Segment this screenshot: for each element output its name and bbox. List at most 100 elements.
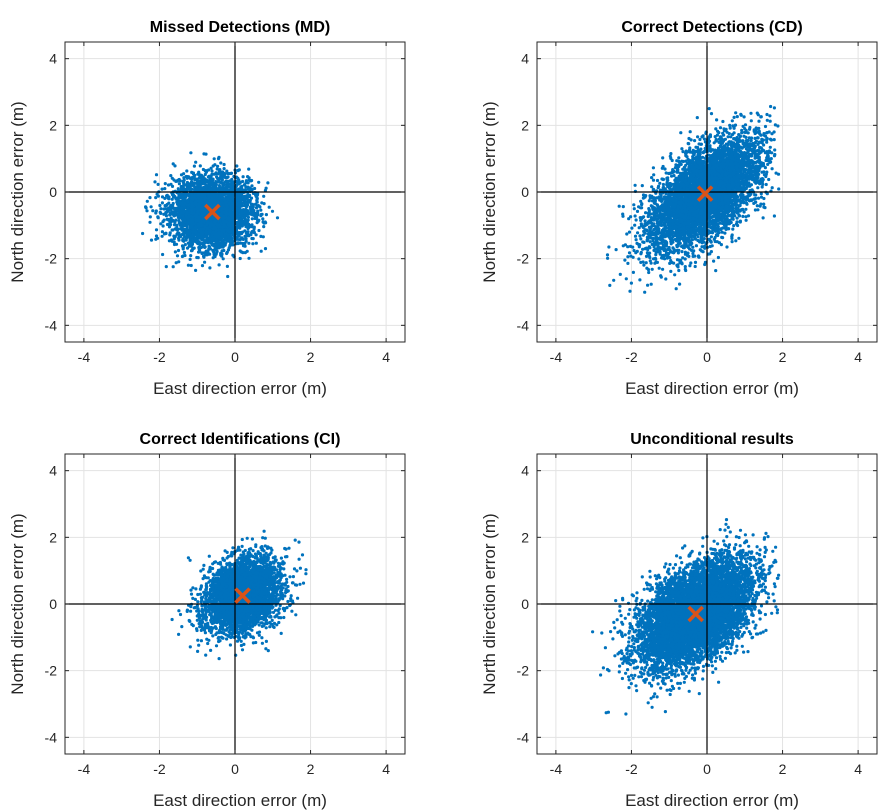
scatter-point — [192, 172, 195, 175]
scatter-point — [244, 208, 247, 211]
scatter-point — [224, 235, 227, 238]
scatter-point — [144, 205, 147, 208]
scatter-point — [259, 209, 262, 212]
scatter-point — [265, 187, 268, 190]
scatter-point — [216, 223, 219, 226]
scatter-point — [222, 186, 225, 189]
scatter-point — [178, 232, 181, 235]
scatter-point — [256, 201, 259, 204]
scatter-point — [167, 183, 170, 186]
x-tick-label: -2 — [153, 349, 166, 365]
scatter-point — [155, 228, 158, 231]
scatter-point — [244, 213, 247, 216]
scatter-point — [250, 203, 253, 206]
scatter-point — [246, 198, 249, 201]
scatter-point — [756, 204, 759, 207]
x-tick-label: -4 — [78, 349, 91, 365]
scatter-point — [174, 235, 177, 238]
scatter-point — [687, 142, 690, 145]
scatter-point — [179, 179, 182, 182]
scatter-point — [242, 175, 245, 178]
scatter-point — [185, 169, 188, 172]
scatter-point — [176, 228, 179, 231]
scatter-point — [251, 188, 254, 191]
scatter-point — [190, 177, 193, 180]
scatter-point — [191, 216, 194, 219]
scatter-point — [216, 165, 219, 168]
scatter-point — [204, 169, 207, 172]
scatter-point — [197, 192, 200, 195]
scatter-point — [207, 197, 210, 200]
scatter-point — [257, 229, 260, 232]
scatter-point — [244, 201, 247, 204]
scatter-point — [669, 270, 672, 273]
scatter-point — [190, 225, 193, 228]
scatter-point — [169, 231, 172, 234]
scatter-point — [181, 244, 184, 247]
plot-area: -4 -2 0 2 4-4-2024 — [517, 42, 877, 365]
scatter-point — [238, 187, 241, 190]
scatter-point — [191, 198, 194, 201]
scatter-point — [225, 220, 228, 223]
scatter-point — [199, 176, 202, 179]
scatter-point — [182, 180, 185, 183]
scatter-point — [637, 257, 640, 260]
scatter-point — [246, 203, 249, 206]
scatter-point — [248, 224, 251, 227]
scatter-point — [242, 244, 245, 247]
scatter-point — [240, 185, 243, 188]
scatter-point — [247, 242, 250, 245]
scatter-point — [212, 227, 215, 230]
y-tick-label: 4 — [49, 51, 57, 67]
scatter-point — [228, 218, 231, 221]
scatter-point — [186, 247, 189, 250]
scatter-point — [180, 173, 183, 176]
scatter-point — [161, 253, 164, 256]
scatter-point — [222, 182, 225, 185]
scatter-point — [231, 202, 234, 205]
scatter-point — [216, 177, 219, 180]
scatter-point — [647, 268, 650, 271]
scatter-point — [239, 238, 242, 241]
scatter-point — [174, 250, 177, 253]
scatter-point — [254, 217, 257, 220]
scatter-point — [193, 188, 196, 191]
scatter-point — [182, 240, 185, 243]
scatter-point — [172, 265, 175, 268]
scatter-point — [638, 278, 641, 281]
scatter-point — [228, 195, 231, 198]
scatter-point — [200, 212, 203, 215]
scatter-point — [257, 181, 260, 184]
scatter-point — [156, 237, 159, 240]
scatter-point — [636, 231, 639, 234]
x-tick-label: 0 — [231, 349, 239, 365]
scatter-point — [633, 224, 636, 227]
scatter-point — [164, 211, 167, 214]
scatter-point — [176, 180, 179, 183]
scatter-point — [261, 217, 264, 220]
y-axis-label: North direction error (m) — [8, 101, 27, 282]
scatter-point — [213, 163, 216, 166]
scatter-point — [208, 253, 211, 256]
scatter-point — [163, 207, 166, 210]
scatter-point — [195, 213, 198, 216]
scatter-point — [237, 231, 240, 234]
scatter-point — [238, 235, 241, 238]
scatter-point — [172, 195, 175, 198]
scatter-point — [211, 249, 214, 252]
scatter-point — [196, 219, 199, 222]
scatter-point — [163, 232, 166, 235]
scatter-point — [171, 185, 174, 188]
scatter-point — [176, 207, 179, 210]
y-tick-label: -2 — [45, 251, 58, 267]
scatter-point — [172, 202, 175, 205]
scatter-point — [231, 219, 234, 222]
x-tick-label: 2 — [307, 349, 315, 365]
scatter-point — [226, 229, 229, 232]
scatter-point — [207, 168, 210, 171]
scatter-point — [731, 228, 734, 231]
scatter-point — [237, 215, 240, 218]
scatter-point — [167, 202, 170, 205]
scatter-point — [773, 148, 776, 151]
